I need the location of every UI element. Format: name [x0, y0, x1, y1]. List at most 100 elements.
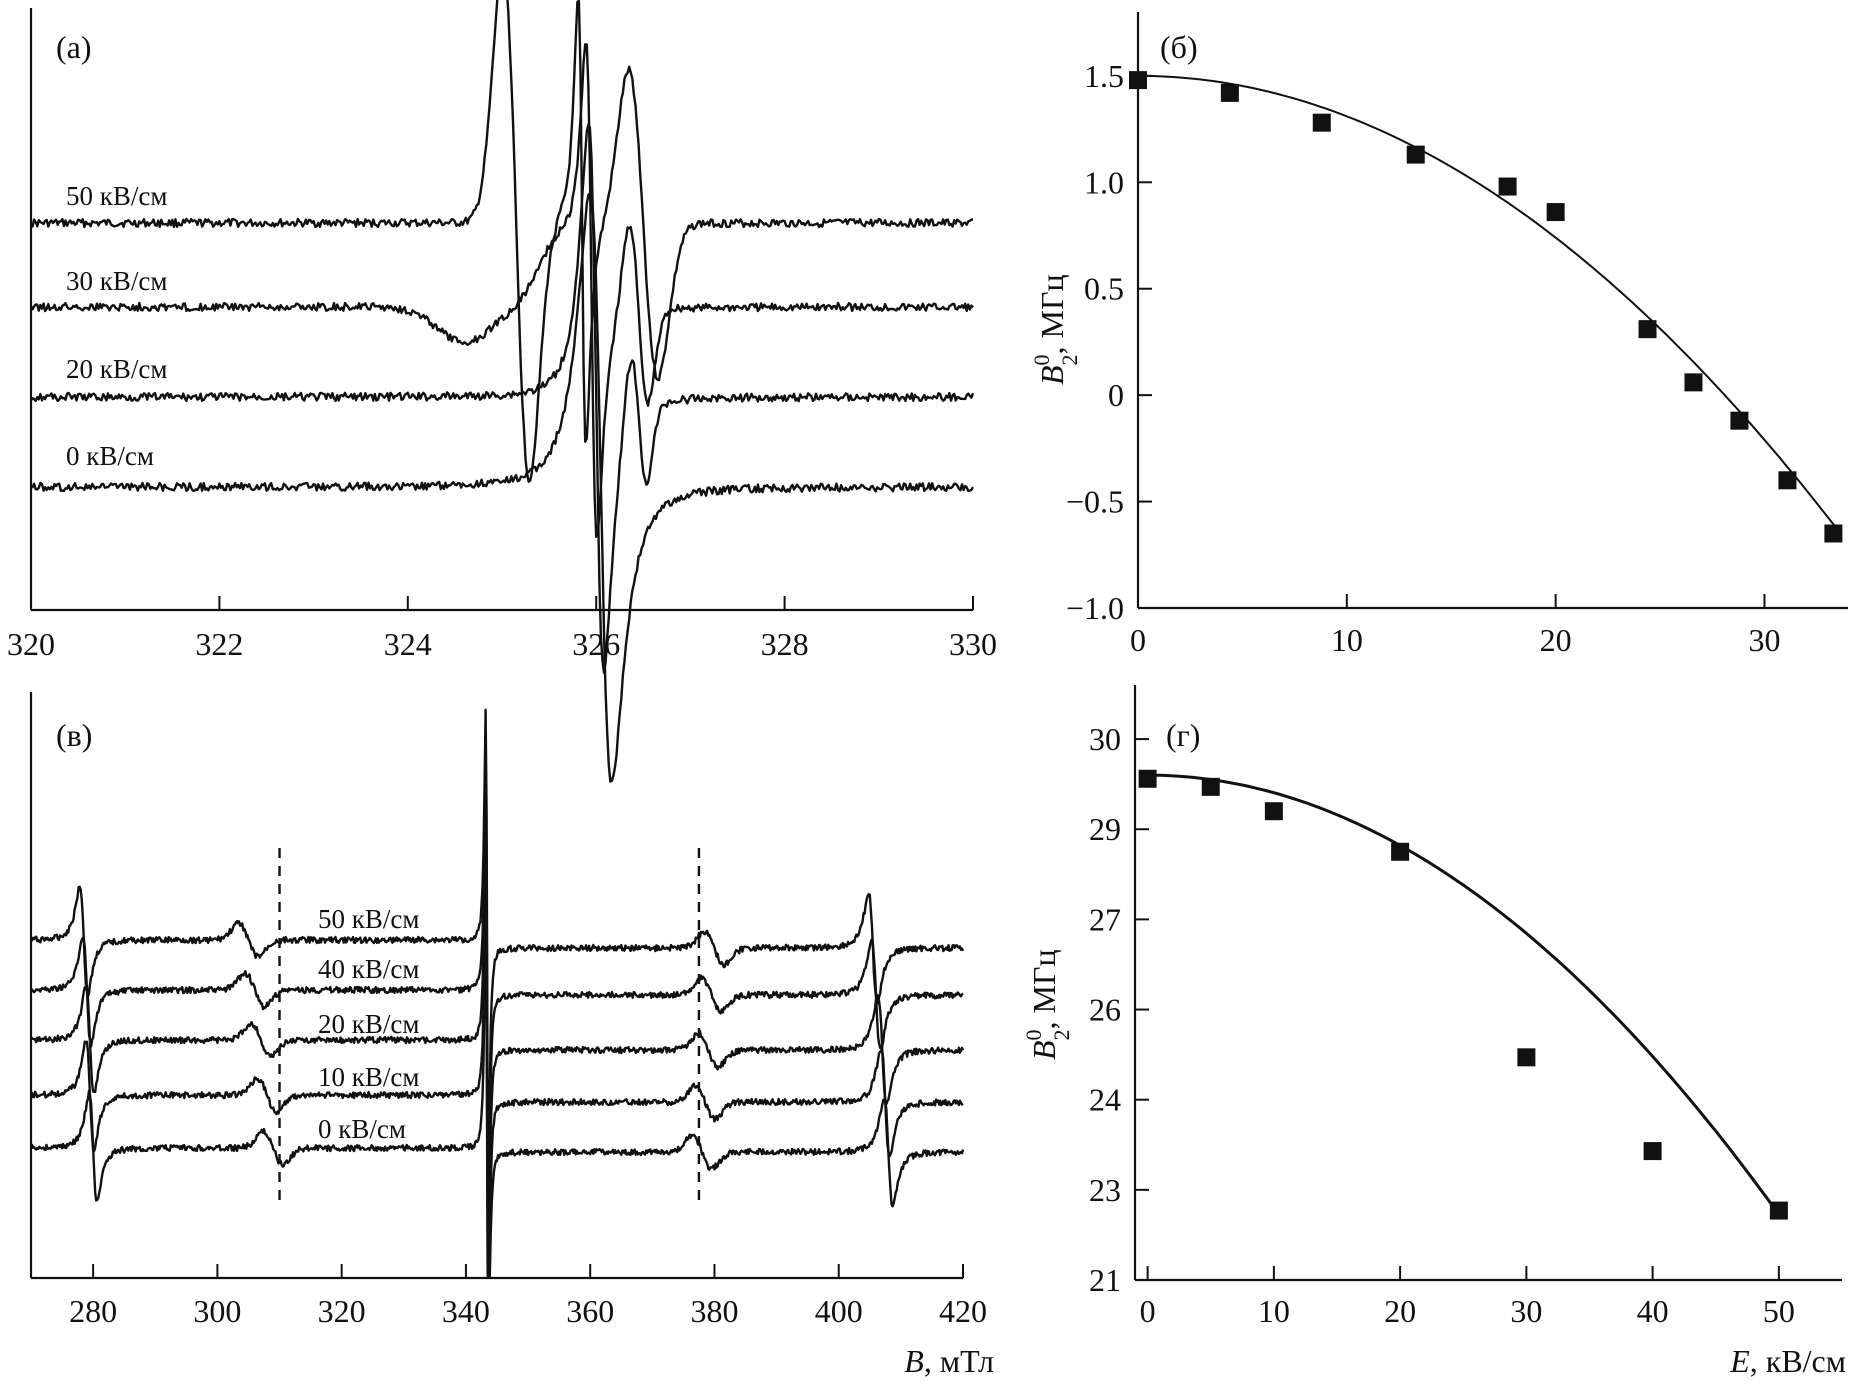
- panel-a-spectrum: [30, 0, 974, 483]
- panel-d-data-point: [1643, 1142, 1662, 1161]
- panel-c-x-title-main: B: [904, 1343, 924, 1379]
- panel-d-x-tick-label: 0: [1140, 1293, 1156, 1329]
- panel-c-spectrum: [30, 708, 965, 1171]
- panel-c-x-tick-label: 340: [442, 1293, 490, 1329]
- panel-c-spectrum: [29, 760, 964, 1214]
- panel-d-data-point: [1138, 769, 1157, 788]
- panel-b-y-title-sub: 2: [1057, 354, 1082, 365]
- panel-b-ticks: 0 10 20 30 −1.0 −0.5 0 0.5 1.0 1.5: [1066, 58, 1781, 658]
- panel-b-x-tick-label: 30: [1748, 622, 1780, 658]
- panel-c-x-tick-label: 420: [939, 1293, 987, 1329]
- panel-b-y-tick-label: 1.5: [1084, 58, 1124, 94]
- panel-c-spectrum: [29, 811, 965, 1271]
- panel-b-data-point: [1730, 411, 1749, 430]
- panel-a-x-tick-label: 326: [572, 626, 620, 662]
- panel-d-y-title-unit: , МГц: [1026, 949, 1062, 1029]
- panel-b-y-tick-label: −0.5: [1066, 484, 1124, 520]
- panel-b-label: (б): [1160, 29, 1198, 65]
- panel-c-x-tick-label: 360: [566, 1293, 614, 1329]
- panel-c-series-label: 40 кВ/см: [318, 954, 419, 984]
- panel-b-x-tick-label: 10: [1331, 622, 1363, 658]
- panel-d-label: (г): [1166, 717, 1200, 753]
- panel-b-points: [1129, 71, 1843, 543]
- panel-a: (а) 320 322 324 326 328 330 50 кВ/см 30 кВ/см 2…: [7, 0, 997, 783]
- panel-b-data-point: [1312, 113, 1331, 132]
- panel-c-x-tick-label: 300: [193, 1293, 241, 1329]
- panel-b: (б) 0 10 20 30−1.0−0.500.51.01.5 B0 2, МГц: [1029, 12, 1848, 658]
- panel-b-y-tick-label: −1.0: [1066, 590, 1124, 626]
- panel-a-spectrum: [30, 123, 975, 674]
- panel-a-series-label: 50 кВ/см: [66, 181, 167, 211]
- panel-c-series-label: 20 кВ/см: [318, 1009, 419, 1039]
- panel-c-spectra: 50 кВ/см 40 кВ/см 20 кВ/см 10 кВ/см 0 кВ/см: [29, 708, 965, 1278]
- panel-d-x-tick-label: 40: [1637, 1293, 1669, 1329]
- panel-d-y-tick-label: 23: [1089, 1172, 1121, 1208]
- panel-b-data-point: [1406, 145, 1425, 164]
- panel-d-data-point: [1517, 1048, 1536, 1067]
- panel-b-x-tick-label: 20: [1540, 622, 1572, 658]
- panel-a-x-tick-label: 330: [949, 626, 997, 662]
- panel-c-x-ticks: 280 300 320 340 360 380 400 420: [69, 1264, 987, 1329]
- panel-a-x-tick-label: 328: [761, 626, 809, 662]
- panel-c: (в) 280 300 320 340 360 380 400 420 50 кВ/см 40 …: [29, 692, 994, 1379]
- panel-d-x-tick-label: 10: [1258, 1293, 1290, 1329]
- panel-d-data-point: [1264, 802, 1283, 821]
- panel-b-x-tick-label: 0: [1130, 622, 1146, 658]
- panel-b-data-point: [1220, 83, 1239, 102]
- panel-c-series-label: 10 кВ/см: [318, 1062, 419, 1092]
- panel-b-data-point: [1824, 524, 1843, 543]
- panel-b-y-title-main: B: [1034, 365, 1070, 385]
- panel-d-y-title-sub: 2: [1049, 1029, 1074, 1040]
- panel-c-x-tick-label: 380: [690, 1293, 738, 1329]
- panel-d-fit-curve: [1147, 773, 1781, 1216]
- panel-d-y-tick-label: 24: [1089, 1082, 1121, 1118]
- panel-c-x-title-unit: , мТл: [924, 1343, 994, 1379]
- panel-a-spectrum: [29, 43, 974, 538]
- panel-a-x-tick-label: 324: [384, 626, 432, 662]
- panel-d-y-tick-label: 21: [1089, 1262, 1121, 1298]
- panel-a-x-ticks: 320 322 324 326 328 330: [7, 596, 997, 662]
- panel-b-data-point: [1498, 177, 1517, 196]
- panel-a-x-tick-label: 322: [195, 626, 243, 662]
- panel-b-y-tick-label: 0.5: [1084, 271, 1124, 307]
- panel-c-series-label: 0 кВ/см: [318, 1114, 406, 1144]
- panel-d-data-point: [1391, 842, 1410, 861]
- panel-b-y-title-sup: 0: [1029, 354, 1054, 365]
- panel-d-data-point: [1769, 1201, 1788, 1220]
- panel-c-series-label: 50 кВ/см: [318, 904, 419, 934]
- panel-d-x-tick-label: 20: [1384, 1293, 1416, 1329]
- panel-b-data-point: [1638, 320, 1657, 339]
- panel-d-y-tick-label: 29: [1089, 811, 1121, 847]
- panel-c-x-tick-label: 400: [815, 1293, 863, 1329]
- panel-c-spectrum: [30, 862, 964, 1278]
- panel-d-data-point: [1201, 777, 1220, 796]
- panel-c-spectrum: [29, 916, 965, 1278]
- panel-b-data-point: [1684, 373, 1703, 392]
- panel-b-data-point: [1546, 203, 1565, 222]
- panel-d-x-title-unit: , кВ/см: [1750, 1343, 1846, 1379]
- panel-d-y-title-sup: 0: [1021, 1029, 1046, 1040]
- panel-c-label: (в): [56, 717, 92, 753]
- panel-d-y-tick-label: 27: [1089, 901, 1121, 937]
- panel-c-x-tick-label: 280: [69, 1293, 117, 1329]
- panel-c-x-title: B, мТл: [904, 1343, 994, 1379]
- panel-a-series-label: 30 кВ/см: [66, 266, 167, 296]
- panel-d-x-tick-label: 50: [1763, 1293, 1795, 1329]
- panel-b-y-tick-label: 0: [1108, 377, 1124, 413]
- panel-b-y-title-unit: , МГц: [1034, 274, 1070, 354]
- panel-d-y-title-main: B: [1026, 1040, 1062, 1060]
- panel-a-label: (а): [56, 29, 92, 65]
- panel-d-y-tick-label: 26: [1089, 992, 1121, 1028]
- panel-b-fit-curve: [1138, 74, 1837, 528]
- panel-d-x-title-main: E: [1729, 1343, 1750, 1379]
- panel-d-x-tick-label: 30: [1510, 1293, 1542, 1329]
- panel-b-y-tick-label: 1.0: [1084, 164, 1124, 200]
- panel-d-x-title: E, кВ/см: [1729, 1343, 1846, 1379]
- panel-d-y-tick-label: 30: [1089, 721, 1121, 757]
- panel-c-x-tick-label: 320: [318, 1293, 366, 1329]
- panel-b-data-point: [1129, 71, 1147, 90]
- panel-d-points: [1138, 769, 1788, 1220]
- panel-c-dashed-lines: [278, 848, 701, 1206]
